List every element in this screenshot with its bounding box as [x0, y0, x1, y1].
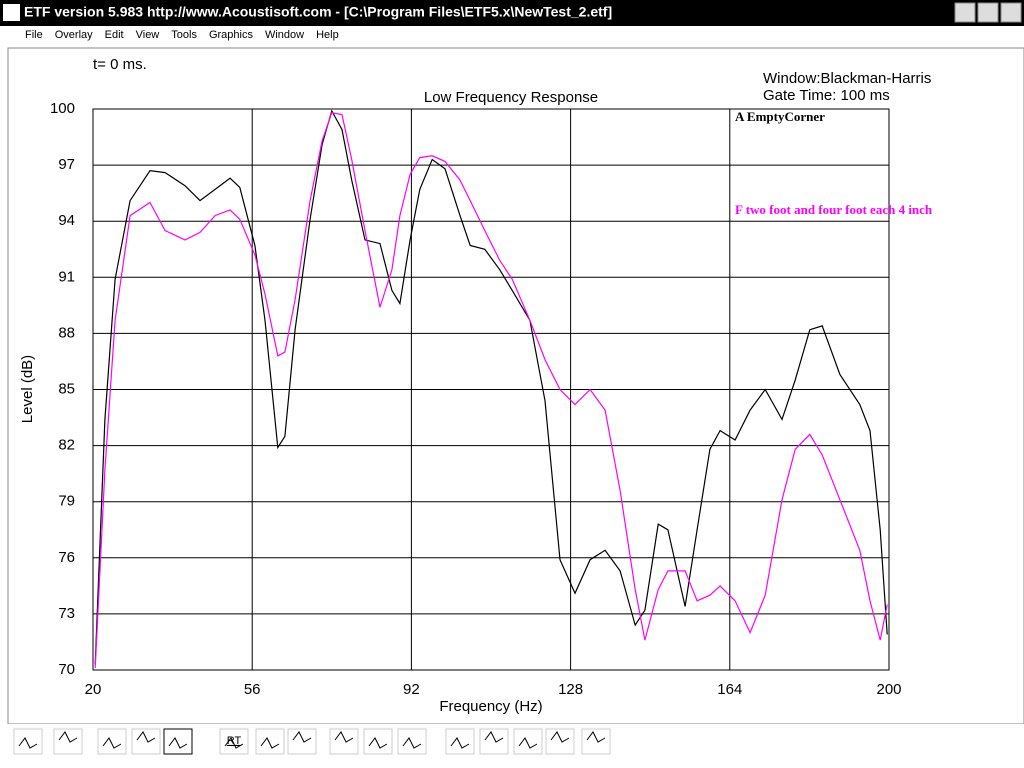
data-line — [94, 109, 888, 665]
y-tick-label: 76 — [58, 549, 75, 566]
toolbar-button[interactable] — [219, 728, 249, 755]
toolbar-icon — [518, 737, 538, 749]
y-tick-label: 82 — [58, 437, 75, 454]
toolbar-button[interactable] — [363, 728, 393, 755]
x-tick-label: 200 — [876, 681, 901, 698]
toolbar-label: RT — [227, 735, 242, 747]
minimize-button[interactable] — [954, 2, 976, 23]
legend-entry: A EmptyCorner — [735, 109, 825, 124]
legend-entry: F two foot and four foot each 4 inch — [735, 202, 933, 217]
toolbar-button[interactable] — [13, 728, 43, 755]
toolbar-button[interactable] — [287, 728, 317, 755]
toolbar-button[interactable] — [581, 728, 611, 755]
maximize-button[interactable] — [977, 2, 999, 23]
toolbar-button[interactable] — [255, 728, 285, 755]
toolbar-icon — [58, 731, 78, 743]
y-tick-label: 73 — [58, 605, 75, 622]
toolbar-icon — [260, 737, 280, 749]
toolbar-icon — [292, 731, 312, 743]
y-tick-label: 70 — [58, 661, 75, 678]
menu-item[interactable]: Tools — [171, 29, 197, 41]
x-tick-label: 164 — [717, 681, 742, 698]
y-tick-label: 100 — [50, 100, 75, 117]
menu-item[interactable]: Overlay — [55, 29, 93, 41]
plot-frame — [92, 108, 890, 671]
x-axis-label: Frequency (Hz) — [439, 698, 542, 715]
toolbar-button[interactable] — [513, 728, 543, 755]
x-tick-label: 56 — [244, 681, 261, 698]
toolbar-icon — [402, 737, 422, 749]
toolbar-icon — [102, 737, 122, 749]
app-icon — [3, 4, 20, 21]
toolbar-buttons: RT — [13, 728, 611, 755]
toolbar-button[interactable] — [329, 728, 359, 755]
menu-item[interactable]: Window — [265, 29, 304, 41]
menu-item[interactable]: File — [25, 29, 43, 41]
toolbar-button[interactable] — [163, 728, 193, 755]
toolbar-icon — [484, 731, 504, 743]
toolbar-button[interactable] — [53, 728, 83, 755]
toolbar-button[interactable] — [479, 728, 509, 755]
menu-item[interactable]: Help — [316, 29, 339, 41]
menu-bar — [0, 26, 1024, 44]
x-tick-label: 20 — [85, 681, 102, 698]
menu-item[interactable]: Graphics — [209, 29, 254, 41]
toolbar-icon — [586, 731, 606, 743]
data-line — [94, 112, 888, 669]
toolbar-icon — [334, 731, 354, 743]
y-tick-label: 91 — [58, 268, 75, 285]
x-tick-label: 92 — [403, 681, 420, 698]
toolbar-icon — [550, 731, 570, 743]
y-tick-label: 97 — [58, 156, 75, 173]
toolbar-icon — [450, 737, 470, 749]
title-bar — [0, 0, 1024, 26]
toolbar-button[interactable] — [97, 728, 127, 755]
gate-annotation: Gate Time: 100 ms — [763, 87, 890, 104]
time-annotation: t= 0 ms. — [93, 56, 147, 73]
y-tick-label: 94 — [58, 212, 75, 229]
close-button[interactable] — [1000, 2, 1022, 23]
y-tick-label: 85 — [58, 380, 75, 397]
window-title: ETF version 5.983 http://www.Acoustisoft… — [24, 4, 612, 20]
toolbar-icon — [136, 731, 156, 743]
menu-item[interactable]: View — [136, 29, 160, 41]
toolbar-button[interactable] — [131, 728, 161, 755]
toolbar-icon — [224, 737, 244, 749]
toolbar-button[interactable] — [545, 728, 575, 755]
toolbar-button[interactable] — [397, 728, 427, 755]
y-axis-label: Level (dB) — [19, 355, 36, 423]
y-tick-label: 88 — [58, 324, 75, 341]
toolbar-icon — [368, 737, 388, 749]
x-tick-label: 128 — [558, 681, 583, 698]
chart-title: Low Frequency Response — [424, 89, 598, 106]
toolbar-icon — [18, 737, 38, 749]
y-tick-label: 79 — [58, 493, 75, 510]
menu: File Overlay Edit View Tools Graphics Window He… — [25, 29, 339, 41]
window-annotation: Window:Blackman-Harris — [763, 70, 931, 87]
menu-item[interactable]: Edit — [105, 29, 124, 41]
toolbar-icon — [168, 737, 188, 749]
toolbar-button[interactable] — [445, 728, 475, 755]
